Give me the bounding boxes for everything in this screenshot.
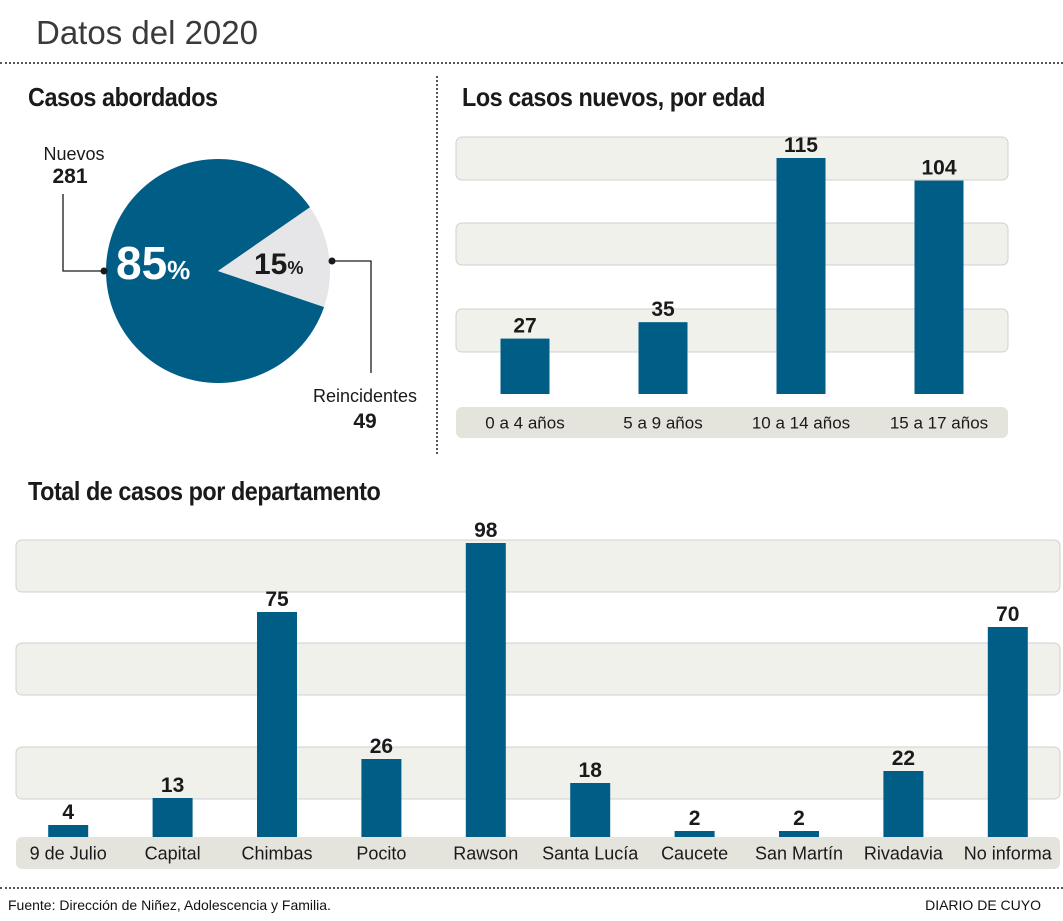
bar-value-label: 98 bbox=[474, 519, 498, 542]
bar bbox=[500, 338, 550, 394]
x-tick-label: Rawson bbox=[453, 843, 518, 863]
bar bbox=[914, 180, 964, 394]
bar bbox=[152, 798, 193, 837]
grid-band bbox=[15, 539, 1061, 593]
x-tick-label: Santa Lucía bbox=[542, 843, 639, 863]
age-chart-title: Los casos nuevos, por edad bbox=[462, 82, 765, 112]
x-tick-label: 15 a 17 años bbox=[890, 414, 988, 433]
bar-value-label: 115 bbox=[784, 134, 818, 157]
publisher-brand: DIARIO DE CUYO bbox=[925, 897, 1041, 913]
grid-band bbox=[455, 222, 1009, 266]
pie-label-reincidentes: Reincidentes bbox=[313, 386, 417, 406]
leader-line-reincidentes bbox=[332, 260, 372, 373]
pie-value-nuevos: 281 bbox=[52, 165, 87, 188]
pie-chart-title: Casos abordados bbox=[28, 82, 218, 112]
x-tick-label: San Martín bbox=[755, 843, 843, 863]
grid-band bbox=[455, 308, 1009, 353]
x-tick-label: Capital bbox=[145, 843, 201, 863]
department-bar-chart: 4 9 de Julio 13 Capital 75 Chimbas 26 Pocito 98 R… bbox=[15, 519, 1061, 869]
x-tick-label: 10 a 14 años bbox=[752, 414, 850, 433]
x-tick-label: Pocito bbox=[356, 843, 406, 863]
pie-chart: Nuevos 281 85% 15% Reincidentes 49 bbox=[43, 144, 417, 433]
bar bbox=[776, 158, 826, 394]
bar-value-label: 2 bbox=[793, 807, 805, 830]
bar bbox=[465, 543, 506, 837]
bar-value-label: 70 bbox=[996, 603, 1019, 626]
bar bbox=[779, 831, 819, 837]
section-divider bbox=[436, 76, 438, 454]
x-axis-band bbox=[16, 837, 1060, 869]
x-tick-label: 9 de Julio bbox=[30, 843, 107, 863]
pie-percent-reincidentes: 15% bbox=[254, 248, 303, 281]
x-tick-label: No informa bbox=[964, 843, 1053, 863]
age-bar-chart: 27 0 a 4 años 35 5 a 9 años 115 10 a 14 años 1… bbox=[455, 134, 1009, 438]
page-title: Datos del 2020 bbox=[36, 14, 258, 51]
pie-value-reincidentes: 49 bbox=[353, 410, 376, 433]
pie-slice-nuevos bbox=[106, 159, 325, 383]
bar bbox=[570, 783, 611, 837]
bar-value-label: 75 bbox=[265, 588, 289, 611]
pie-percent-nuevos: 85% bbox=[116, 237, 190, 289]
pie-label-nuevos: Nuevos bbox=[43, 144, 104, 164]
x-tick-label: 0 a 4 años bbox=[485, 414, 564, 433]
bar bbox=[674, 831, 715, 837]
bar bbox=[883, 771, 924, 837]
bar-value-label: 27 bbox=[513, 315, 536, 338]
bar bbox=[48, 825, 89, 837]
x-tick-label: Caucete bbox=[661, 843, 728, 863]
source-note: Fuente: Dirección de Niñez, Adolescencia… bbox=[8, 897, 331, 913]
leader-line-nuevos bbox=[62, 194, 104, 272]
title-divider bbox=[0, 62, 1063, 64]
leader-dot-nuevos bbox=[100, 267, 108, 275]
x-tick-label: 5 a 9 años bbox=[623, 414, 702, 433]
bar-value-label: 4 bbox=[62, 801, 74, 824]
x-tick-label: Chimbas bbox=[241, 843, 312, 863]
department-chart-title: Total de casos por departamento bbox=[28, 476, 381, 506]
footer-divider bbox=[0, 887, 1063, 889]
bar bbox=[987, 627, 1028, 837]
bar bbox=[257, 612, 297, 837]
leader-dot-reincidentes bbox=[328, 257, 336, 265]
bar-value-label: 104 bbox=[921, 157, 956, 180]
bar-value-label: 18 bbox=[579, 759, 603, 782]
bar bbox=[361, 759, 402, 837]
x-axis-band bbox=[456, 407, 1008, 438]
x-tick-label: Rivadavia bbox=[864, 843, 944, 863]
bar bbox=[638, 322, 688, 394]
grid-band bbox=[455, 136, 1009, 181]
bar-value-label: 2 bbox=[689, 807, 701, 830]
bar-value-label: 13 bbox=[161, 774, 184, 797]
bar-value-label: 35 bbox=[651, 298, 675, 321]
grid-band bbox=[15, 642, 1061, 696]
bar-value-label: 26 bbox=[370, 735, 393, 758]
pie-slice-reincidentes bbox=[218, 207, 330, 307]
bar-value-label: 22 bbox=[892, 747, 915, 770]
